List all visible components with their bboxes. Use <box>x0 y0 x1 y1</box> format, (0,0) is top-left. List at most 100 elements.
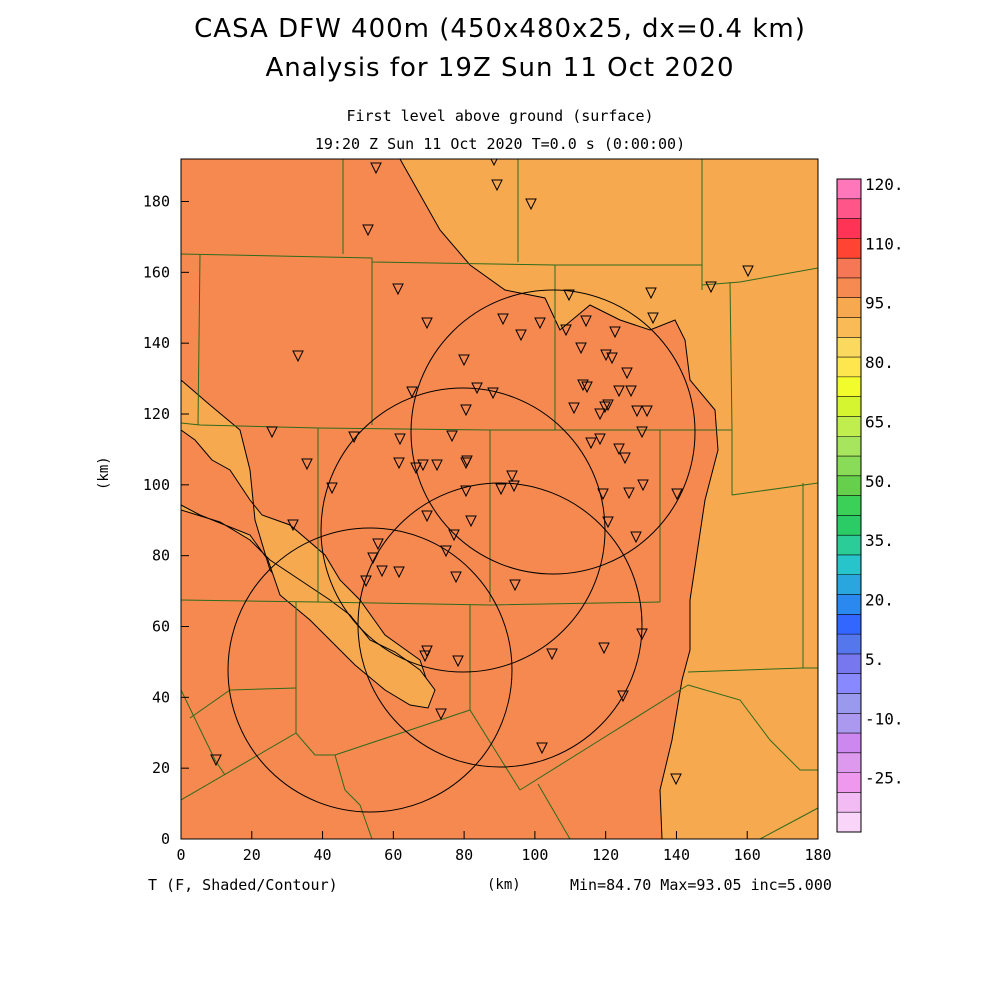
station-marker-icon <box>435 708 447 721</box>
color-bar-label: 5. <box>865 650 884 669</box>
y-tick-label: 100 <box>143 476 170 494</box>
y-tick-label: 40 <box>152 688 170 706</box>
range-ring-4 <box>227 527 513 813</box>
color-bar-segment <box>837 297 861 319</box>
color-bar-segment <box>837 436 861 457</box>
cool-region-west <box>181 379 431 701</box>
station-marker-icon <box>450 571 462 584</box>
station-marker-icon <box>621 367 633 380</box>
station-marker-icon <box>742 265 754 278</box>
station-marker-icon <box>647 312 659 325</box>
station-marker-icon <box>487 387 499 400</box>
x-tick-label: 100 <box>521 846 548 864</box>
station-marker-icon <box>597 488 609 501</box>
station-markers <box>210 159 754 786</box>
color-bar-segment <box>837 317 861 338</box>
station-marker-icon <box>362 224 374 237</box>
station-marker-icon <box>613 443 625 456</box>
color-bar-segment <box>837 792 861 813</box>
station-marker-icon <box>594 433 606 446</box>
color-bar-segment <box>837 277 861 299</box>
station-marker-icon <box>508 480 520 493</box>
color-bar-label: 35. <box>865 531 894 550</box>
color-bar-segment <box>837 535 861 556</box>
color-bar-segment <box>837 653 861 675</box>
station-marker-icon <box>631 405 643 418</box>
x-tick-label: 60 <box>384 846 402 864</box>
station-marker-icon <box>360 575 372 588</box>
color-bar-segment <box>837 238 861 259</box>
station-marker-icon <box>490 159 498 167</box>
color-bar-label: 20. <box>865 591 894 610</box>
station-marker-icon <box>637 479 649 492</box>
plot-frame <box>180 158 819 840</box>
map-area <box>181 159 818 839</box>
station-marker-icon <box>581 381 593 394</box>
color-bar-label: 95. <box>865 294 894 313</box>
color-bar-segment <box>837 179 861 200</box>
station-marker-icon <box>613 385 625 398</box>
station-marker-icon <box>602 399 614 412</box>
station-marker-icon <box>376 565 388 578</box>
y-tick-label: 180 <box>143 193 170 211</box>
station-marker-icon <box>617 690 629 703</box>
x-axis-unit: (km) <box>487 877 521 893</box>
x-tick-label: 180 <box>804 846 831 864</box>
color-bar-label: 110. <box>865 234 904 253</box>
color-bar-label: 50. <box>865 472 894 491</box>
station-marker-icon <box>546 648 558 661</box>
station-marker-icon <box>440 545 452 558</box>
station-marker-icon <box>599 401 611 414</box>
color-bar: 120. 110. 95. 80. 65. 50. 35. 20. 5. -10. -25. <box>836 175 904 833</box>
station-marker-icon <box>670 773 682 786</box>
station-marker-icon <box>568 402 580 415</box>
station-marker-icon <box>606 352 618 365</box>
station-marker-icon <box>525 198 537 211</box>
station-marker-icon <box>210 754 222 767</box>
y-tick-label: 20 <box>152 759 170 777</box>
radar-range-rings <box>227 289 696 813</box>
station-marker-icon <box>448 529 460 542</box>
color-bar-segment <box>837 357 861 378</box>
station-marker-icon <box>497 313 509 326</box>
x-tick-label: 20 <box>243 846 261 864</box>
station-marker-icon <box>580 315 592 328</box>
station-marker-icon <box>452 655 464 668</box>
color-bar-segment <box>837 693 861 714</box>
color-bar-label: -25. <box>865 769 904 788</box>
station-marker-icon <box>446 430 458 443</box>
color-bar-segment <box>837 614 861 635</box>
station-marker-icon <box>410 462 422 475</box>
station-marker-icon <box>495 483 507 496</box>
x-axis: 0 20 40 60 80 100 120 140 160 180 <box>176 831 832 864</box>
color-bar-frame <box>836 178 862 833</box>
station-marker-icon <box>392 283 404 296</box>
station-marker-icon <box>326 482 338 495</box>
y-tick-label: 160 <box>143 263 170 281</box>
color-bar-segment <box>837 456 861 477</box>
station-marker-icon <box>301 458 313 471</box>
range-ring-3 <box>357 482 643 768</box>
color-bar-segment <box>837 515 861 536</box>
color-bar-label: 80. <box>865 353 894 372</box>
color-bar-segment <box>837 495 861 516</box>
station-marker-icon <box>515 329 527 342</box>
station-marker-icon <box>636 628 648 641</box>
y-tick-label: 0 <box>161 830 170 848</box>
station-marker-icon <box>705 281 717 294</box>
station-marker-icon <box>460 485 472 498</box>
main-title: CASA DFW 400m (450x480x25, dx=0.4 km) <box>194 14 806 44</box>
color-bar-segment <box>837 772 861 793</box>
color-bar-label: 120. <box>865 175 904 194</box>
station-marker-icon <box>609 326 621 339</box>
station-marker-icon <box>509 579 521 592</box>
x-tick-label: 0 <box>176 846 185 864</box>
station-marker-icon <box>577 379 589 392</box>
station-marker-icon <box>417 459 429 472</box>
station-marker-icon <box>370 162 382 175</box>
field-stats: Min=84.70 Max=93.05 inc=5.000 <box>570 876 832 894</box>
station-marker-icon <box>594 408 606 421</box>
station-marker-icon <box>465 515 477 528</box>
color-bar-segment <box>837 475 861 497</box>
